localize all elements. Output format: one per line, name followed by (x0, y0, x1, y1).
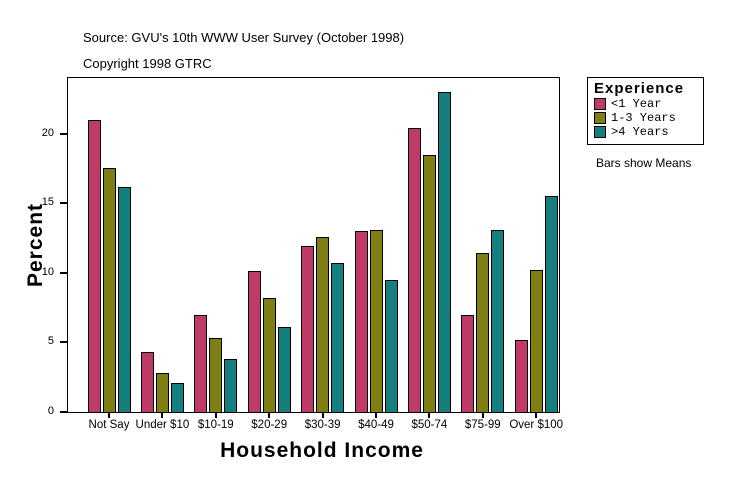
y-axis-title: Percent (24, 202, 47, 288)
legend-item-label: >4 Years (611, 125, 669, 139)
bar-1Year-NotSay (87, 120, 101, 412)
bar-1Year-3039 (301, 246, 315, 412)
x-axis-tick (321, 413, 324, 418)
x-axis-category-label: $20-29 (251, 419, 288, 431)
bar-1Year-5074 (407, 128, 421, 412)
bar-13Years-5074 (422, 155, 436, 412)
bar-13Years-1019 (209, 338, 223, 412)
x-axis-category-label: $50-74 (411, 419, 448, 431)
legend-swatch (594, 112, 606, 124)
x-axis-category-label: Under $10 (135, 419, 190, 431)
bar-13Years-3039 (316, 237, 330, 412)
y-axis-tick-label: 0 (47, 405, 54, 417)
x-axis-category-label: $30-39 (304, 419, 341, 431)
bar-4Years-5074 (437, 92, 451, 412)
x-axis-tick (268, 413, 271, 418)
legend-item-label: <1 Year (611, 97, 662, 111)
y-axis-tick (60, 411, 67, 413)
bar-1Year-Over100 (514, 340, 528, 412)
y-axis-tick (60, 341, 67, 344)
y-axis-tick (60, 202, 67, 205)
bar-4Years-NotSay (117, 187, 131, 412)
x-axis-tick (214, 413, 217, 418)
x-axis-tick (535, 413, 538, 418)
legend-swatch (594, 98, 606, 110)
legend-title: Experience (594, 80, 685, 97)
x-axis-tick (108, 413, 110, 418)
bar-13Years-Over100 (529, 270, 543, 412)
copyright-caption: Copyright 1998 GTRC (83, 56, 212, 71)
bar-4Years-Over100 (544, 196, 558, 412)
legend-note: Bars show Means (596, 156, 692, 170)
legend-swatch (594, 126, 606, 138)
bar-13Years-Under10 (155, 373, 169, 412)
legend-item: <1 Year (594, 97, 703, 111)
bar-13Years-4049 (369, 230, 383, 412)
x-axis-tick (375, 413, 377, 418)
legend-items: <1 Year 1-3 Years >4 Years (594, 97, 703, 139)
bar-4Years-3039 (331, 263, 345, 412)
bar-1Year-2029 (247, 271, 261, 412)
x-axis-tick (161, 413, 164, 418)
y-axis-tick-label: 10 (41, 265, 54, 278)
x-axis-category-label: $40-49 (358, 419, 394, 431)
bar-13Years-2029 (262, 298, 276, 412)
x-axis-tick (428, 413, 431, 418)
x-axis-category-label: Not Say (88, 419, 130, 431)
x-axis-category-label: $10-19 (197, 419, 234, 431)
bar-13Years-NotSay (102, 168, 116, 412)
plot-area: 0 5 10 15 20 Not Say Under $10 $10-19 $20-29 $30-… (42, 77, 563, 431)
legend: Experience <1 Year 1-3 Years >4 Years (587, 77, 704, 145)
legend-item: 1-3 Years (594, 111, 703, 125)
legend-item: >4 Years (594, 125, 703, 139)
x-axis-title: Household Income (220, 439, 424, 462)
bar-1Year-7599 (461, 315, 475, 412)
y-axis-tick (60, 271, 67, 274)
y-axis-tick-label: 15 (41, 196, 54, 209)
x-axis-category-label: Over $100 (509, 419, 564, 431)
bar-4Years-Under10 (170, 383, 184, 412)
bar-4Years-1019 (224, 359, 238, 412)
bar-1Year-Under10 (140, 352, 154, 412)
y-axis-tick-label: 20 (41, 126, 54, 139)
bar-4Years-4049 (384, 280, 398, 412)
source-caption: Source: GVU's 10th WWW User Survey (Octo… (83, 30, 405, 45)
y-axis-tick (60, 132, 67, 135)
bar-4Years-2029 (277, 327, 291, 412)
bar-4Years-7599 (491, 230, 505, 412)
legend-item-label: 1-3 Years (611, 111, 676, 125)
x-axis-tick (481, 413, 484, 418)
y-axis-tick-label: 5 (47, 335, 54, 348)
bar-1Year-1019 (194, 315, 208, 412)
bar-1Year-4049 (354, 231, 368, 412)
bar-13Years-7599 (476, 253, 490, 412)
x-axis-category-label: $75-99 (464, 419, 501, 431)
